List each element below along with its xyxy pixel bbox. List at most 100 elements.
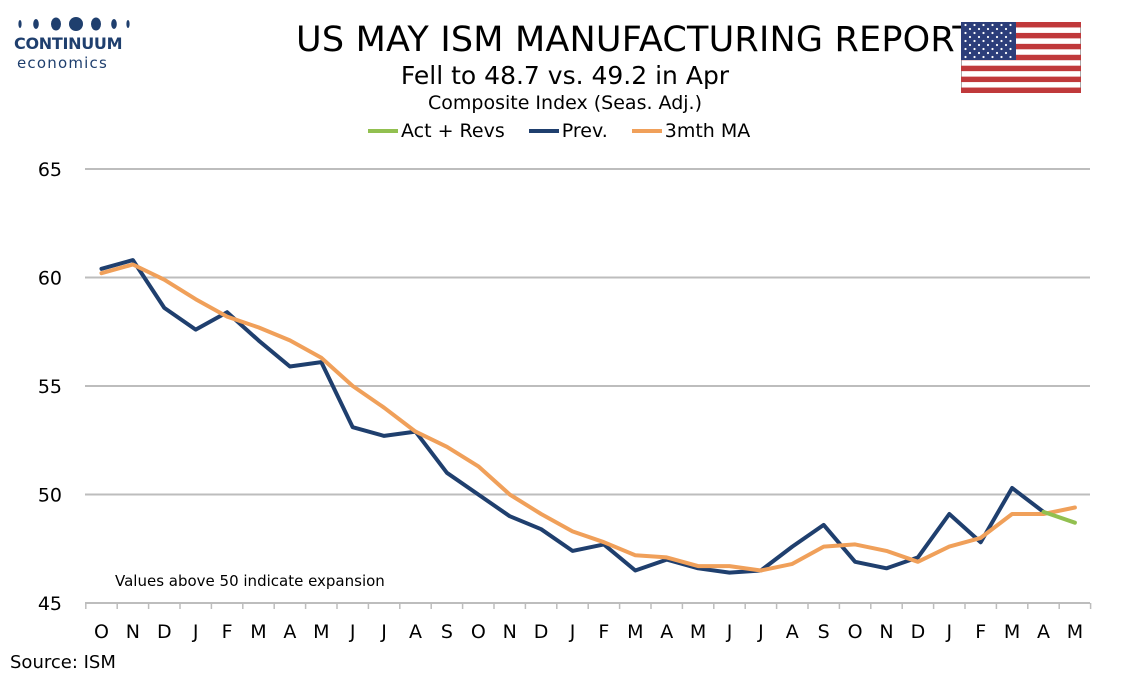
flag-star bbox=[982, 31, 985, 35]
flag-stripe bbox=[961, 65, 1081, 72]
flag-star bbox=[1000, 39, 1003, 43]
x-tick-label: D bbox=[157, 621, 172, 643]
x-tick-label: F bbox=[222, 621, 233, 643]
flag-star bbox=[1000, 47, 1003, 51]
flag-star bbox=[964, 47, 967, 51]
x-tick-label: N bbox=[126, 621, 140, 643]
expansion-annotation: Values above 50 indicate expansion bbox=[115, 572, 385, 590]
series-line-3mth-ma bbox=[99, 262, 1077, 573]
legend-item-prev: Prev. bbox=[528, 120, 608, 142]
flag-star bbox=[991, 23, 994, 27]
flag-star bbox=[977, 27, 981, 31]
continuum-logo: CONTINUUM economics bbox=[14, 14, 134, 74]
flag-star bbox=[982, 47, 985, 51]
flag-stripe bbox=[961, 32, 1081, 39]
x-tick-label: F bbox=[975, 621, 986, 643]
logo-subtitle: economics bbox=[17, 54, 108, 72]
x-tick-label: J bbox=[945, 621, 952, 643]
flag-stripe bbox=[961, 76, 1081, 83]
flag-star bbox=[991, 47, 994, 51]
x-tick-label: F bbox=[598, 621, 609, 643]
x-tick-label: M bbox=[1004, 621, 1020, 643]
flag-star bbox=[1009, 39, 1012, 43]
y-tick-label: 65 bbox=[38, 159, 62, 181]
source-note: Source: ISM bbox=[10, 652, 116, 673]
flag-star bbox=[982, 55, 985, 59]
flag-star bbox=[995, 27, 999, 31]
chart-subtitle: Fell to 48.7 vs. 49.2 in Apr bbox=[400, 61, 730, 90]
x-tick-label: J bbox=[380, 621, 387, 643]
x-tick-label: A bbox=[1037, 621, 1050, 643]
flag-star bbox=[977, 35, 981, 39]
legend-label-prev: Prev. bbox=[561, 120, 608, 142]
grid-lines bbox=[85, 168, 1090, 496]
y-tick-label: 50 bbox=[38, 485, 62, 507]
flag-star bbox=[973, 39, 976, 43]
flag-star bbox=[977, 43, 981, 47]
flag-star bbox=[1009, 23, 1012, 27]
x-tick-label: J bbox=[569, 621, 576, 643]
legend-item-act-revs: Act + Revs bbox=[368, 120, 505, 142]
flag-star bbox=[1009, 31, 1012, 35]
flag-star bbox=[982, 23, 985, 27]
x-tick-label: A bbox=[283, 621, 296, 643]
flag-star bbox=[973, 23, 976, 27]
x-tick-label: M bbox=[250, 621, 266, 643]
x-axis bbox=[85, 602, 1092, 609]
legend-swatch-prev bbox=[528, 129, 559, 133]
logo-name: CONTINUUM bbox=[14, 34, 123, 53]
flag-star bbox=[968, 35, 972, 39]
series-lines bbox=[99, 258, 1077, 575]
legend-label-3mth-ma: 3mth MA bbox=[664, 120, 751, 142]
flag-star bbox=[977, 51, 981, 55]
series-line-act-revs bbox=[1041, 509, 1077, 525]
legend-label-act-revs: Act + Revs bbox=[401, 120, 505, 142]
flag-stripe bbox=[961, 87, 1081, 93]
x-tick-label: M bbox=[690, 621, 706, 643]
x-tick-label: D bbox=[534, 621, 549, 643]
flag-star bbox=[973, 55, 976, 59]
x-tick-label: A bbox=[409, 621, 422, 643]
x-tick-label: J bbox=[192, 621, 199, 643]
chart-title: US MAY ISM MANUFACTURING REPORT bbox=[296, 20, 974, 60]
flag-star bbox=[995, 43, 999, 47]
flag-star bbox=[986, 35, 990, 39]
x-tick-label: J bbox=[349, 621, 356, 643]
flag-star bbox=[1004, 27, 1008, 31]
legend: Act + Revs Prev. 3mth MA bbox=[368, 118, 774, 144]
flag-star bbox=[1004, 43, 1008, 47]
flag-star bbox=[1000, 23, 1003, 27]
flag-star bbox=[986, 27, 990, 31]
flag-star bbox=[995, 35, 999, 39]
x-tick-label: A bbox=[660, 621, 673, 643]
legend-swatch-act-revs bbox=[368, 129, 398, 133]
flag-stripe bbox=[961, 22, 1081, 28]
flag-star bbox=[968, 51, 972, 55]
x-tick-label: S bbox=[441, 621, 453, 643]
flag-star bbox=[1009, 47, 1012, 51]
flag-star bbox=[1004, 35, 1008, 39]
logo-dots-icon bbox=[18, 17, 130, 31]
y-tick-label: 60 bbox=[38, 268, 62, 290]
legend-item-3mth-ma: 3mth MA bbox=[631, 120, 751, 142]
y-axis-labels: 45 50 55 60 65 bbox=[38, 159, 62, 615]
x-tick-label: D bbox=[911, 621, 926, 643]
x-tick-label: O bbox=[848, 621, 863, 643]
flag-star bbox=[968, 43, 972, 47]
x-tick-label: J bbox=[726, 621, 733, 643]
x-tick-label: A bbox=[786, 621, 799, 643]
y-tick-label: 55 bbox=[38, 376, 62, 398]
flag-star bbox=[1000, 31, 1003, 35]
x-tick-label: O bbox=[471, 621, 486, 643]
flag-star bbox=[1000, 55, 1003, 59]
flag-star bbox=[982, 39, 985, 43]
chart-subtitle-2: Composite Index (Seas. Adj.) bbox=[427, 92, 703, 114]
flag-star bbox=[964, 39, 967, 43]
x-tick-label: N bbox=[879, 621, 893, 643]
x-tick-label: M bbox=[313, 621, 329, 643]
flag-star bbox=[991, 39, 994, 43]
flag-star bbox=[973, 47, 976, 51]
flag-star bbox=[973, 31, 976, 35]
flag-star bbox=[964, 31, 967, 35]
